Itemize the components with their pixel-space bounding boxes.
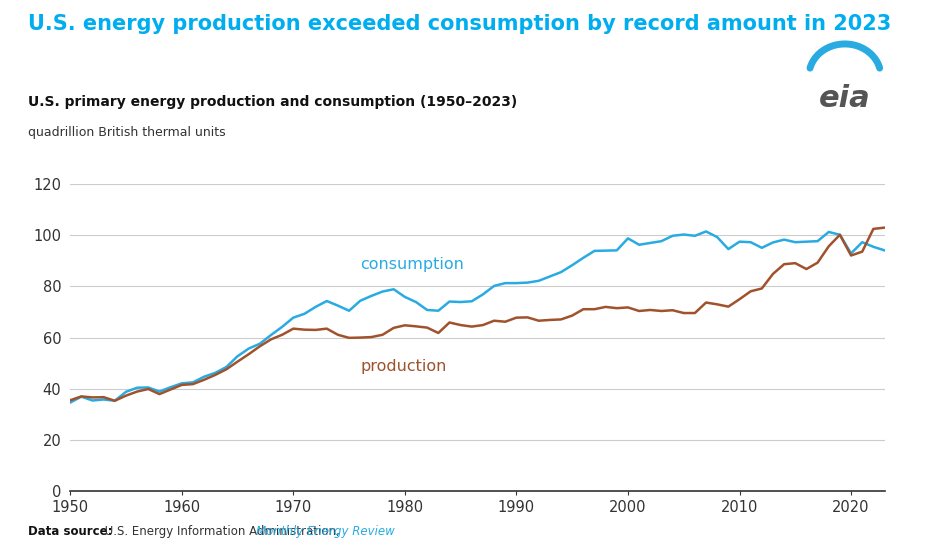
Text: consumption: consumption	[360, 257, 464, 272]
Text: production: production	[360, 359, 446, 374]
Text: Monthly Energy Review: Monthly Energy Review	[256, 526, 395, 538]
Text: Data source:: Data source:	[28, 526, 112, 538]
Text: U.S. primary energy production and consumption (1950–2023): U.S. primary energy production and consu…	[28, 95, 518, 109]
Text: eia: eia	[819, 84, 870, 113]
Text: quadrillion British thermal units: quadrillion British thermal units	[28, 126, 226, 138]
Text: U.S. energy production exceeded consumption by record amount in 2023: U.S. energy production exceeded consumpt…	[28, 14, 891, 34]
Text: U.S. Energy Information Administration,: U.S. Energy Information Administration,	[101, 526, 344, 538]
